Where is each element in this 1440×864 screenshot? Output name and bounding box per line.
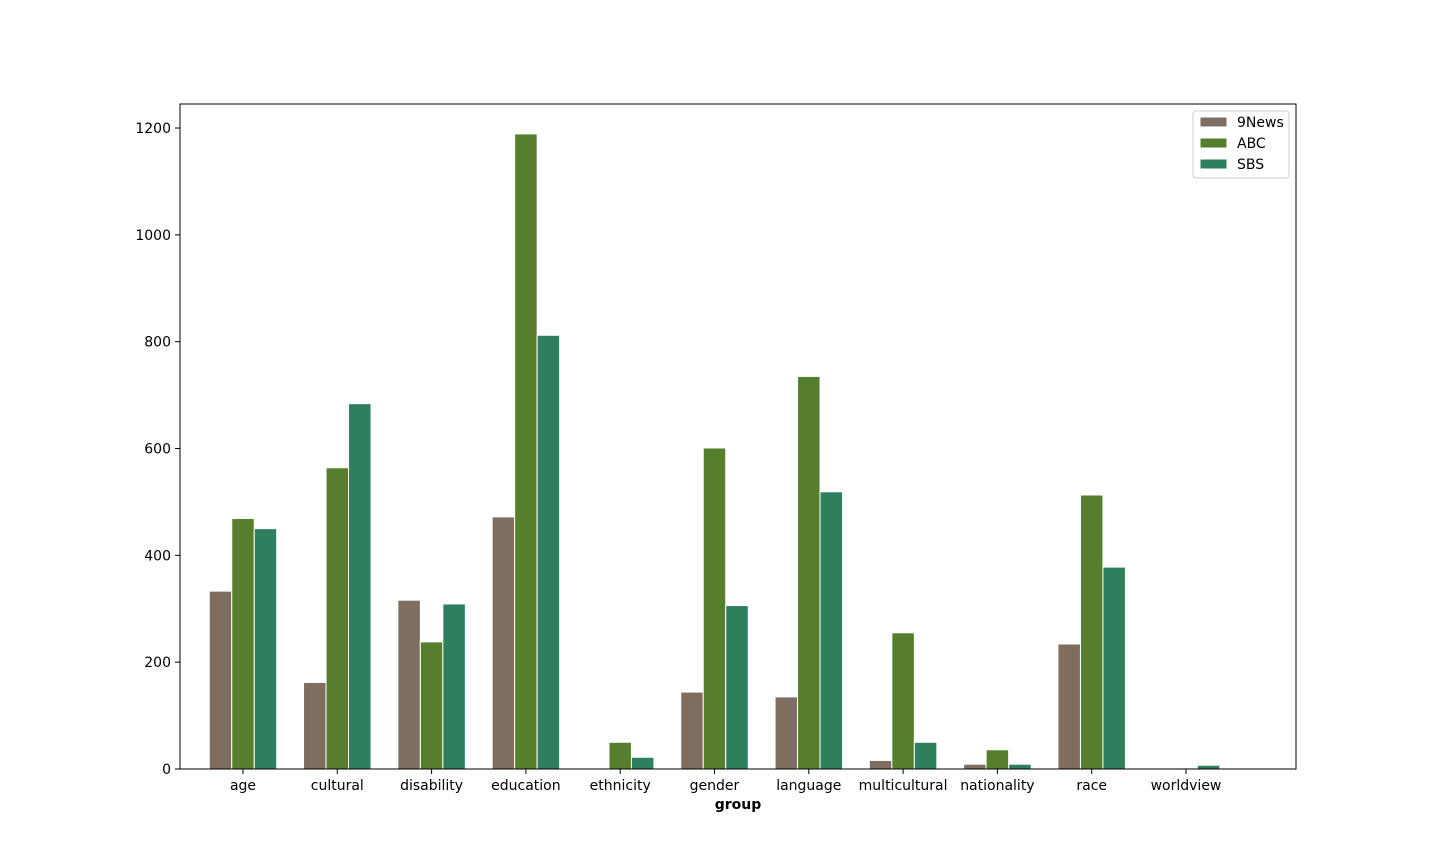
y-tick-label: 1200 — [135, 121, 171, 137]
bar-abc-ethnicity — [608, 741, 632, 770]
bar-9news-nationality — [963, 763, 987, 770]
x-tick-label-disability: disability — [400, 778, 463, 794]
legend-swatch-abc — [1199, 137, 1228, 149]
bar-sbs-cultural — [348, 403, 372, 770]
legend-label-9news: 9News — [1237, 115, 1284, 131]
bar-sbs-age — [253, 528, 278, 770]
bar-abc-nationality — [985, 749, 1010, 770]
bar-sbs-race — [1102, 566, 1126, 770]
bar-sbs-nationality — [1008, 763, 1032, 770]
x-tick-label-ethnicity: ethnicity — [590, 778, 651, 794]
bar-abc-cultural — [325, 467, 350, 770]
bar-abc-race — [1079, 494, 1104, 770]
x-tick-label-language: language — [776, 778, 841, 794]
legend-swatch-9news — [1199, 116, 1228, 128]
y-tick-label: 600 — [144, 442, 171, 458]
bar-sbs-disability — [442, 603, 466, 770]
bar-abc-age — [231, 517, 255, 770]
bar-sbs-ethnicity — [630, 756, 655, 770]
bar-9news-language — [774, 696, 799, 770]
x-axis: age cultural disability education ethnicity g… — [230, 769, 1221, 794]
x-tick-label-multicultural: multicultural — [859, 778, 948, 794]
bar-9news-gender — [680, 691, 704, 770]
bar-9news-age — [208, 590, 233, 770]
x-tick-label-nationality: nationality — [960, 778, 1034, 794]
bar-abc-disability — [419, 641, 444, 770]
legend-label-sbs: SBS — [1237, 157, 1264, 173]
bar-abc-language — [797, 375, 821, 770]
y-tick-label: 400 — [144, 548, 171, 564]
y-tick-label: 1000 — [135, 228, 171, 244]
legend-swatch-sbs — [1199, 158, 1228, 170]
bar-9news-education — [491, 516, 516, 770]
bar-9news-disability — [397, 599, 421, 770]
y-tick-label: 0 — [162, 762, 171, 778]
legend-label-abc: ABC — [1237, 136, 1266, 152]
bar-abc-gender — [702, 447, 727, 770]
bar-sbs-worldview — [1196, 764, 1221, 770]
bar-sbs-language — [819, 491, 844, 770]
bar-9news-multicultural — [868, 759, 893, 770]
legend: 9News ABC SBS — [1192, 110, 1290, 179]
bar-sbs-education — [536, 334, 561, 770]
x-tick-label-race: race — [1076, 778, 1107, 794]
bar-9news-race — [1057, 643, 1081, 770]
bar-abc-education — [514, 133, 538, 770]
x-tick-label-age: age — [230, 778, 256, 794]
y-axis: 0 200 400 600 800 1000 1200 — [135, 121, 180, 778]
bar-9news-cultural — [303, 681, 327, 770]
y-tick-label: 200 — [144, 655, 171, 671]
plot-frame — [179, 103, 1297, 770]
x-tick-label-worldview: worldview — [1151, 778, 1222, 794]
bar-abc-multicultural — [891, 632, 915, 770]
x-tick-label-cultural: cultural — [311, 778, 364, 794]
x-tick-label-education: education — [491, 778, 560, 794]
bars-layer — [208, 133, 1221, 770]
bar-sbs-multicultural — [913, 741, 938, 770]
x-axis-label: group — [715, 797, 762, 813]
x-tick-label-gender: gender — [690, 778, 740, 794]
bar-sbs-gender — [725, 605, 749, 770]
y-tick-label: 800 — [144, 335, 171, 351]
